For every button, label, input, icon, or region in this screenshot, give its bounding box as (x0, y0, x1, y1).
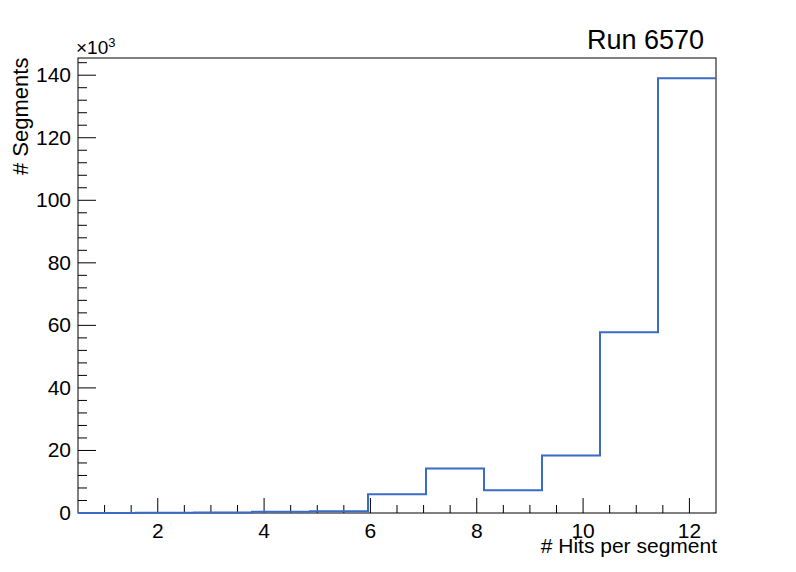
y-tick-label: 0 (59, 501, 71, 524)
x-tick-label: 6 (365, 519, 377, 542)
y-tick-label: 80 (48, 251, 71, 274)
x-tick-label: 4 (258, 519, 270, 542)
y-axis-multiplier-base: ×10 (76, 37, 108, 58)
plot-title: Run 6570 (587, 25, 704, 56)
plot-svg: 24681012020406080100120140 (0, 0, 796, 572)
y-tick-label: 120 (36, 126, 71, 149)
x-tick-label: 8 (471, 519, 483, 542)
y-tick-label: 140 (36, 63, 71, 86)
y-axis-multiplier-exponent: 3 (108, 35, 115, 50)
x-tick-label: 2 (152, 519, 164, 542)
y-tick-label: 100 (36, 188, 71, 211)
y-axis-title: # Segments (8, 58, 34, 175)
root-canvas: 24681012020406080100120140 Run 6570 # Hi… (0, 0, 796, 572)
y-axis-multiplier: ×103 (76, 35, 115, 59)
y-tick-label: 40 (48, 376, 71, 399)
x-axis-title: # Hits per segment (541, 534, 717, 558)
y-tick-label: 60 (48, 313, 71, 336)
plot-frame (78, 58, 716, 513)
y-tick-label: 20 (48, 438, 71, 461)
axis-ticks: 24681012020406080100120140 (36, 63, 701, 542)
histogram-line (78, 78, 716, 513)
